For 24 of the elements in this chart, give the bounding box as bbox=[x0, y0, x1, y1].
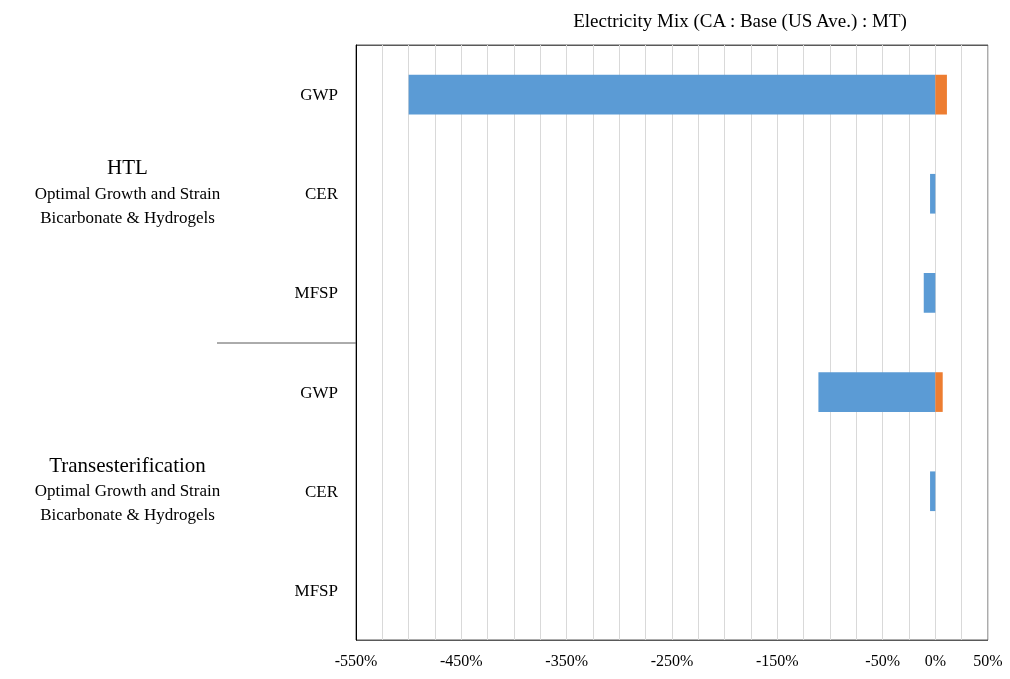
bar bbox=[408, 74, 936, 115]
bar bbox=[923, 273, 936, 313]
bar bbox=[930, 173, 936, 214]
x-tick-label: 50% bbox=[973, 651, 1003, 669]
bar bbox=[818, 372, 936, 412]
y-tick-label: MFSP bbox=[294, 283, 338, 303]
bar bbox=[935, 372, 943, 412]
y-tick-label: CER bbox=[304, 184, 339, 204]
x-tick-label: -250% bbox=[650, 651, 694, 669]
y-tick-label: MFSP bbox=[294, 580, 338, 600]
bar bbox=[935, 74, 947, 115]
x-tick-label: -150% bbox=[756, 651, 799, 669]
text: Transesterification Optimal Growth and Strain Bicarbonate & Hydrogels bbox=[34, 452, 221, 525]
text: HTL Optimal Growth and Strain Bicarbonate & Hydrogels bbox=[34, 155, 221, 227]
x-tick-label: 0% bbox=[924, 651, 946, 669]
x-tick-label: -450% bbox=[440, 651, 483, 669]
y-tick-label: CER bbox=[304, 481, 339, 501]
x-tick-label: -50% bbox=[865, 651, 900, 669]
bar bbox=[930, 471, 936, 512]
y-tick-label: GWP bbox=[300, 382, 338, 402]
chart-title: Electricity Mix (CA : Base (US Ave.) : MT) bbox=[573, 10, 907, 32]
x-tick-label: -350% bbox=[545, 651, 588, 669]
x-tick-label: -550% bbox=[334, 651, 378, 669]
y-tick-label: GWP bbox=[300, 85, 338, 105]
